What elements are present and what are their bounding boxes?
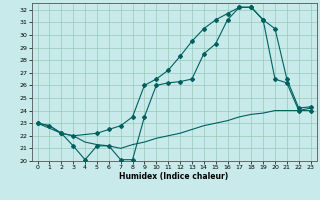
X-axis label: Humidex (Indice chaleur): Humidex (Indice chaleur) (119, 172, 229, 181)
